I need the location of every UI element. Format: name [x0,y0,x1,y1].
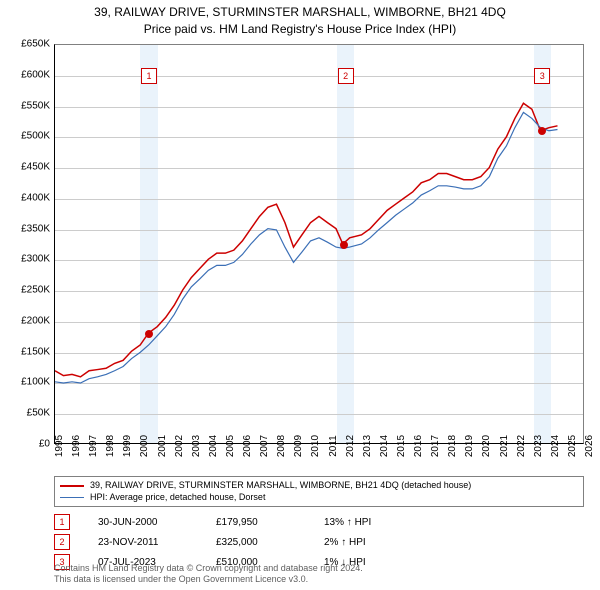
y-tick-label: £350K [2,223,50,234]
y-tick-label: £50K [2,408,50,419]
footnote: Contains HM Land Registry data © Crown c… [54,563,363,586]
legend-swatch-1 [60,497,84,498]
sales-diff: 2% ↑ HPI [324,537,366,548]
y-tick-label: £500K [2,131,50,142]
sale-point [538,127,546,135]
chart-marker-box: 1 [141,68,157,84]
chart-lines [55,45,583,443]
y-tick-label: £300K [2,254,50,265]
chart-marker-box: 3 [534,68,550,84]
y-tick-label: £650K [2,39,50,50]
legend-label-1: HPI: Average price, detached house, Dors… [90,492,265,504]
sales-row: 2 23-NOV-2011 £325,000 2% ↑ HPI [54,532,584,552]
series-hpi [55,112,557,383]
title-line2: Price paid vs. HM Land Registry's House … [0,21,600,38]
y-tick-label: £0 [2,439,50,450]
sale-point [145,330,153,338]
y-tick-label: £200K [2,315,50,326]
y-tick-label: £600K [2,69,50,80]
series-price_paid [55,103,557,377]
legend-row-0: 39, RAILWAY DRIVE, STURMINSTER MARSHALL,… [60,480,578,492]
x-tick-label: 2026 [584,435,595,457]
legend: 39, RAILWAY DRIVE, STURMINSTER MARSHALL,… [54,476,584,507]
y-tick-label: £450K [2,162,50,173]
sales-marker: 2 [54,534,70,550]
title-block: 39, RAILWAY DRIVE, STURMINSTER MARSHALL,… [0,0,600,38]
chart-marker-box: 2 [338,68,354,84]
y-tick-label: £250K [2,285,50,296]
root: 39, RAILWAY DRIVE, STURMINSTER MARSHALL,… [0,0,600,590]
sales-diff: 13% ↑ HPI [324,517,371,528]
legend-label-0: 39, RAILWAY DRIVE, STURMINSTER MARSHALL,… [90,480,471,492]
footnote-line1: Contains HM Land Registry data © Crown c… [54,563,363,575]
sales-row: 1 30-JUN-2000 £179,950 13% ↑ HPI [54,512,584,532]
sales-date: 30-JUN-2000 [98,517,188,528]
y-tick-label: £150K [2,346,50,357]
sale-point [340,241,348,249]
title-line1: 39, RAILWAY DRIVE, STURMINSTER MARSHALL,… [0,4,600,21]
y-tick-label: £550K [2,100,50,111]
chart-area: 1 2 3 [54,44,584,444]
legend-row-1: HPI: Average price, detached house, Dors… [60,492,578,504]
y-tick-label: £100K [2,377,50,388]
legend-swatch-0 [60,485,84,487]
sales-marker: 1 [54,514,70,530]
footnote-line2: This data is licensed under the Open Gov… [54,574,363,586]
sales-date: 23-NOV-2011 [98,537,188,548]
sales-price: £179,950 [216,517,296,528]
sales-price: £325,000 [216,537,296,548]
y-tick-label: £400K [2,192,50,203]
